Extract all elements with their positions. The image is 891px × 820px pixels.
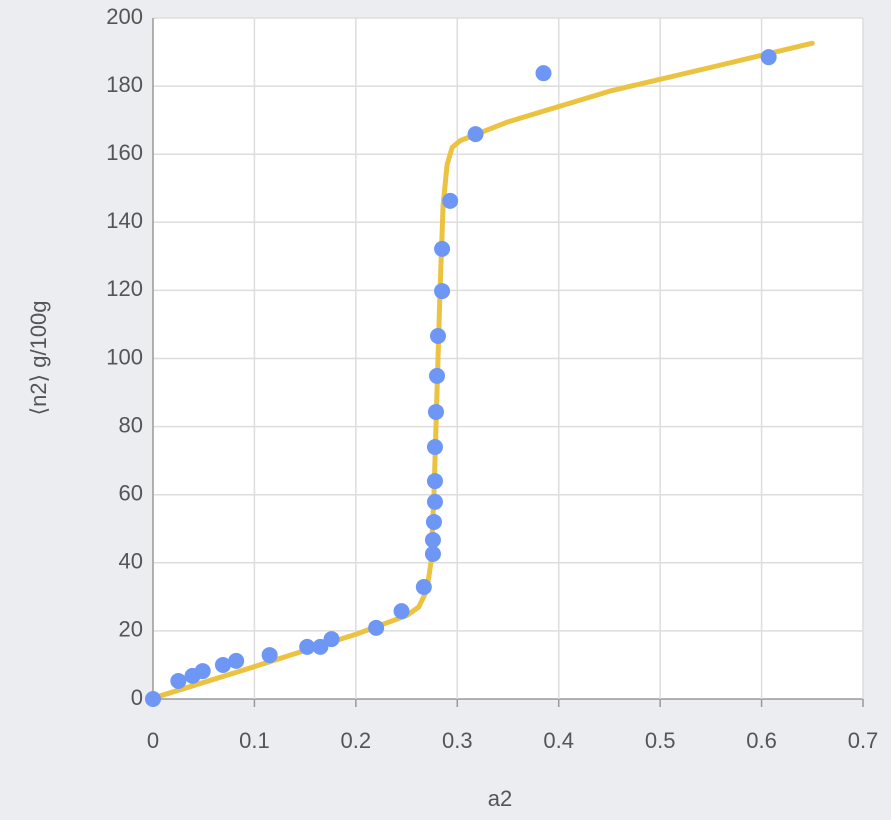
data-point	[426, 439, 443, 456]
data-point	[323, 631, 340, 648]
x-tick-label: 0.1	[239, 728, 270, 753]
data-point	[429, 367, 445, 384]
x-tick-label: 0.2	[341, 728, 372, 753]
y-tick-label: 200	[106, 4, 143, 29]
y-tick-label: 180	[106, 72, 143, 97]
data-point	[535, 65, 552, 82]
data-point	[194, 663, 211, 680]
data-point	[434, 283, 451, 300]
y-tick-label: 140	[106, 208, 143, 233]
y-tick-label: 160	[106, 140, 143, 165]
x-tick-label: 0.4	[543, 728, 574, 753]
x-tick-label: 0.3	[442, 728, 473, 753]
y-tick-label: 80	[119, 412, 143, 437]
data-point	[434, 240, 451, 257]
y-tick-label: 120	[106, 276, 143, 301]
data-point	[261, 647, 278, 664]
y-tick-label: 0	[131, 685, 143, 710]
y-tick-label: 40	[119, 549, 143, 574]
data-point	[760, 49, 777, 66]
data-point	[426, 473, 443, 490]
data-point	[424, 545, 441, 562]
data-point	[430, 328, 447, 345]
data-point	[427, 403, 444, 420]
y-axis-label: ⟨n2⟩ g/100g	[26, 300, 51, 415]
data-point	[442, 192, 459, 209]
data-point	[214, 656, 231, 673]
data-point	[312, 638, 329, 655]
data-point	[368, 619, 385, 636]
data-point	[170, 672, 187, 689]
data-point	[467, 126, 484, 143]
y-tick-label: 60	[119, 481, 143, 506]
data-point	[425, 513, 442, 530]
x-tick-label: 0.5	[645, 728, 676, 753]
data-point	[426, 493, 443, 510]
x-tick-label: 0	[147, 728, 159, 753]
x-tick-label: 0.7	[848, 728, 879, 753]
x-axis-label: a2	[488, 786, 512, 811]
data-point	[145, 691, 161, 707]
x-tick-label: 0.6	[746, 728, 777, 753]
data-point	[415, 578, 432, 595]
y-tick-label: 100	[106, 344, 143, 369]
data-point	[393, 603, 410, 620]
y-tick-label: 20	[119, 617, 143, 642]
data-point	[299, 638, 316, 655]
data-point	[228, 652, 245, 669]
data-point	[424, 531, 441, 548]
